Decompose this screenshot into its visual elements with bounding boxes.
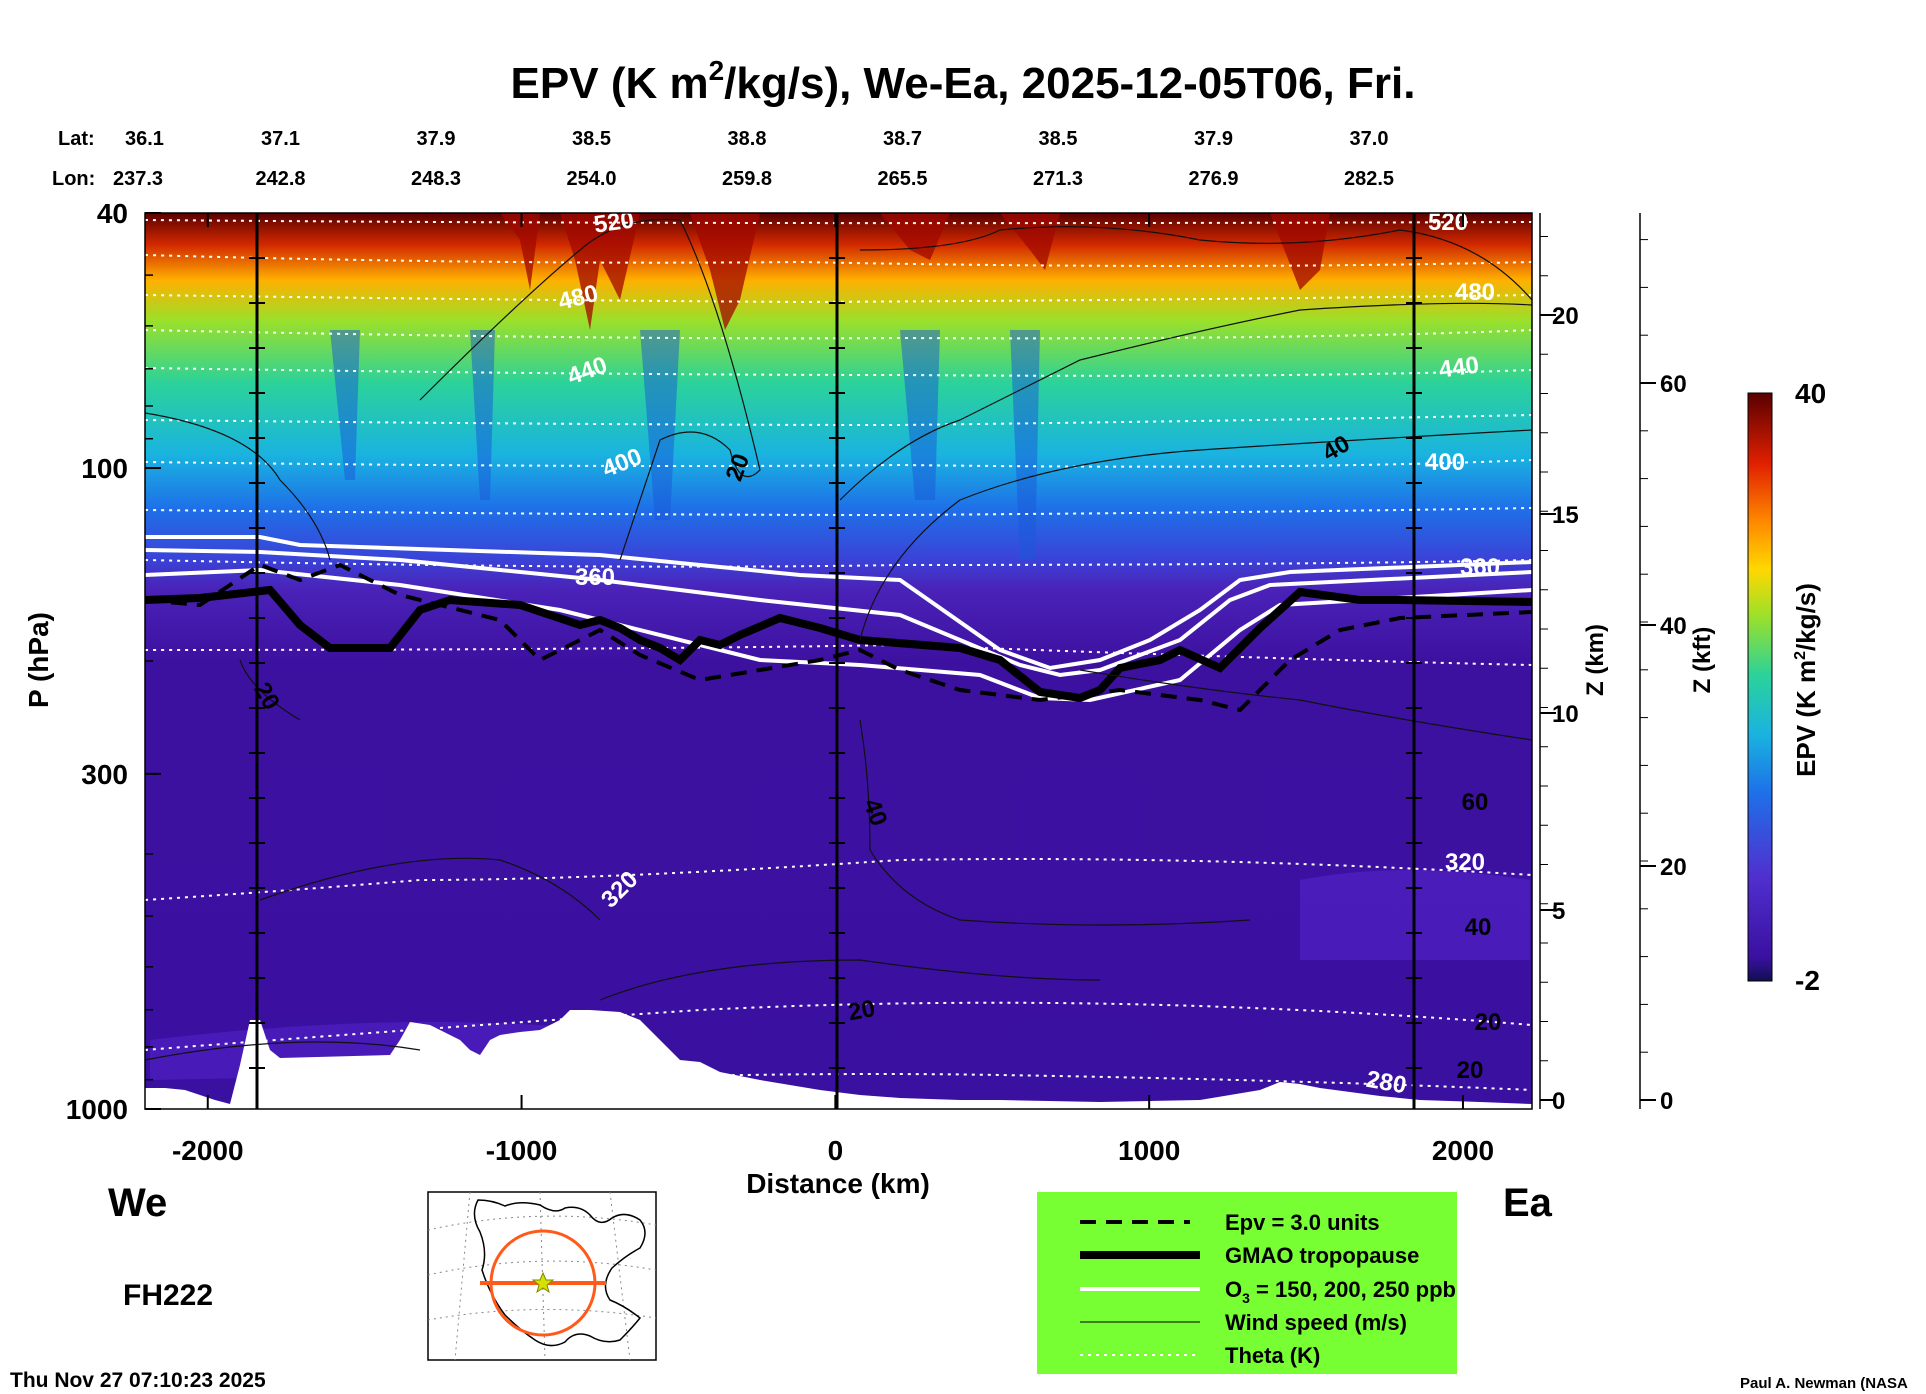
terrain	[145, 1010, 1532, 1109]
location-line-ticks	[249, 257, 1422, 1069]
plot-area	[145, 213, 1532, 1109]
y-tick-label: 300	[81, 759, 128, 790]
legend-entry-epv: Epv = 3.0 units	[1225, 1210, 1380, 1235]
z-km-tick-label: 15	[1552, 502, 1579, 529]
epv-low-patches	[150, 870, 1530, 1080]
lat-value: 37.9	[417, 128, 456, 150]
x-axis: -2000 -1000 0 1000 2000	[172, 213, 1494, 1166]
legend-entry-wind: Wind speed (m/s)	[1225, 1310, 1407, 1335]
ozone-contours	[145, 535, 1532, 703]
wind-contour-label: 20	[846, 995, 877, 1026]
lat-value: 37.9	[1194, 128, 1233, 150]
y-tick-label: 1000	[66, 1094, 128, 1125]
lat-value: 38.7	[883, 128, 922, 150]
inset-center-star-icon	[531, 1271, 555, 1294]
z-km-label: Z (km)	[1582, 624, 1609, 696]
lat-value: 37.0	[1350, 128, 1389, 150]
lon-label: Lon:	[52, 168, 95, 190]
location-lines	[255, 213, 1416, 1109]
z-km-tick-label: 20	[1552, 303, 1579, 330]
forecast-hour: FH222	[123, 1279, 213, 1312]
timestamp: Thu Nov 27 07:10:23 2025	[10, 1369, 266, 1392]
x-tick-label: -1000	[486, 1135, 558, 1166]
theta-contour-label: 320	[1445, 849, 1485, 876]
z-kft-tick-label: 40	[1660, 613, 1687, 640]
z-kft-ticks: 60 40 20 0	[1640, 239, 1687, 1115]
lon-value: 276.9	[1188, 168, 1238, 190]
epv-3-contour	[145, 562, 1532, 713]
lon-values: 237.3 242.8 248.3 254.0 259.8 265.5 271.3 276.9…	[113, 168, 1394, 190]
theta-contour-label: 520	[592, 206, 635, 238]
z-kft-label: Z (kft)	[1689, 627, 1716, 694]
lon-value: 265.5	[877, 168, 927, 190]
wind-contour-label: 60	[1462, 789, 1489, 816]
y-tick-label: 40	[97, 198, 128, 229]
colorbar-min-label: -2	[1795, 965, 1820, 996]
lat-value: 37.1	[261, 128, 300, 150]
theta-contour-label: 360	[1460, 554, 1500, 581]
inset-map	[427, 1191, 657, 1361]
west-label: We	[108, 1181, 167, 1225]
lon-value: 271.3	[1033, 168, 1083, 190]
x-tick-label: 1000	[1118, 1135, 1180, 1166]
epv-streaks	[500, 213, 1330, 330]
chart-title: EPV (K m2/kg/s), We-Ea, 2025-12-05T06, F…	[511, 55, 1416, 108]
lon-value: 259.8	[722, 168, 772, 190]
x-tick-label: 2000	[1432, 1135, 1494, 1166]
z-kft-tick-label: 60	[1660, 371, 1687, 398]
theta-contours	[145, 219, 1532, 1091]
x-axis-label: Distance (km)	[746, 1168, 930, 1199]
lat-value: 38.8	[728, 128, 767, 150]
y-axis: 40 100 300 1000	[66, 198, 161, 1125]
colorbar	[1747, 392, 1773, 982]
wind-contour-label: 20	[1475, 1009, 1502, 1036]
lon-value: 282.5	[1344, 168, 1394, 190]
x-tick-label: -2000	[172, 1135, 244, 1166]
theta-contour-label: 440	[1437, 351, 1480, 383]
wind-contour-label: 20	[1457, 1057, 1484, 1084]
x-tick-label: 0	[828, 1135, 844, 1166]
theta-contour-label: 480	[1455, 279, 1495, 306]
lon-value: 254.0	[566, 168, 616, 190]
z-km-tick-label: 5	[1552, 898, 1565, 925]
y-tick-label: 100	[81, 453, 128, 484]
legend-entry-ozone: O3 = 150, 200, 250 ppb	[1225, 1277, 1456, 1306]
lat-label: Lat:	[58, 128, 95, 150]
z-kft-tick-label: 0	[1660, 1088, 1673, 1115]
theta-contour-label: 400	[1425, 449, 1465, 476]
wind-contours	[145, 218, 1532, 1061]
lat-value: 38.5	[572, 128, 611, 150]
z-km-tick-label: 0	[1552, 1088, 1565, 1115]
east-label: Ea	[1503, 1181, 1553, 1225]
inset-coastline	[473, 1199, 646, 1347]
tropopause-line	[145, 585, 1532, 703]
z-km-tick-label: 10	[1552, 701, 1579, 728]
z-km-ticks: 20 15 10 5 0	[1540, 236, 1579, 1115]
y-axis-label: P (hPa)	[23, 612, 54, 708]
lat-values: 36.1 37.1 37.9 38.5 38.8 38.7 38.5 37.9 37.0	[125, 128, 1388, 150]
lon-value: 237.3	[113, 168, 163, 190]
z-kft-tick-label: 20	[1660, 854, 1687, 881]
lat-value: 38.5	[1039, 128, 1078, 150]
theta-contour-label: 360	[575, 564, 615, 591]
colorbar-label: EPV (K m2/kg/s)	[1791, 583, 1821, 777]
wind-contour-label: 40	[1465, 914, 1492, 941]
lat-value: 36.1	[125, 128, 164, 150]
lon-value: 248.3	[411, 168, 461, 190]
legend-entry-tropopause: GMAO tropopause	[1225, 1243, 1419, 1268]
credit: Paul A. Newman (NASA	[1740, 1375, 1908, 1392]
colorbar-max-label: 40	[1795, 378, 1826, 409]
legend-entry-theta: Theta (K)	[1225, 1343, 1320, 1368]
lon-value: 242.8	[255, 168, 305, 190]
legend: Epv = 3.0 units GMAO tropopause O3 = 150…	[1037, 1192, 1457, 1374]
